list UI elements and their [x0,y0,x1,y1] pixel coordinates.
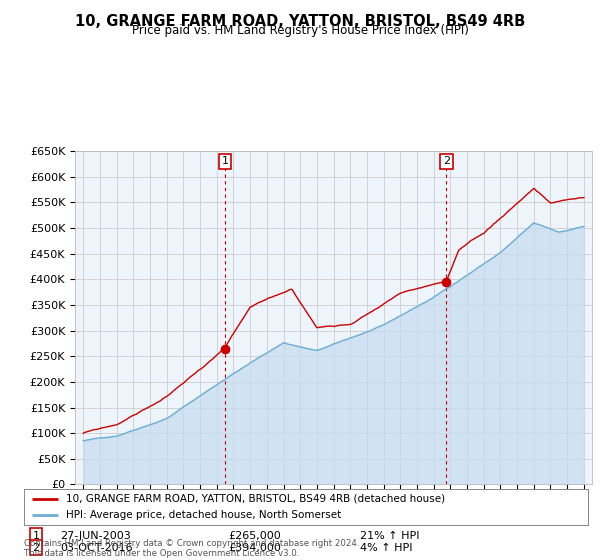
Text: 1: 1 [32,531,40,541]
Text: 27-JUN-2003: 27-JUN-2003 [60,531,131,541]
Text: 10, GRANGE FARM ROAD, YATTON, BRISTOL, BS49 4RB: 10, GRANGE FARM ROAD, YATTON, BRISTOL, B… [75,14,525,29]
Text: HPI: Average price, detached house, North Somerset: HPI: Average price, detached house, Nort… [66,511,341,520]
Text: £394,000: £394,000 [228,543,281,553]
Text: £265,000: £265,000 [228,531,281,541]
Text: Contains HM Land Registry data © Crown copyright and database right 2024.
This d: Contains HM Land Registry data © Crown c… [24,539,359,558]
Text: 21% ↑ HPI: 21% ↑ HPI [360,531,419,541]
Text: 2: 2 [443,156,450,166]
Text: 2: 2 [32,543,40,553]
Text: 1: 1 [221,156,229,166]
Text: 10, GRANGE FARM ROAD, YATTON, BRISTOL, BS49 4RB (detached house): 10, GRANGE FARM ROAD, YATTON, BRISTOL, B… [66,494,445,503]
Text: 4% ↑ HPI: 4% ↑ HPI [360,543,413,553]
Text: 03-OCT-2016: 03-OCT-2016 [60,543,133,553]
Text: Price paid vs. HM Land Registry's House Price Index (HPI): Price paid vs. HM Land Registry's House … [131,24,469,37]
